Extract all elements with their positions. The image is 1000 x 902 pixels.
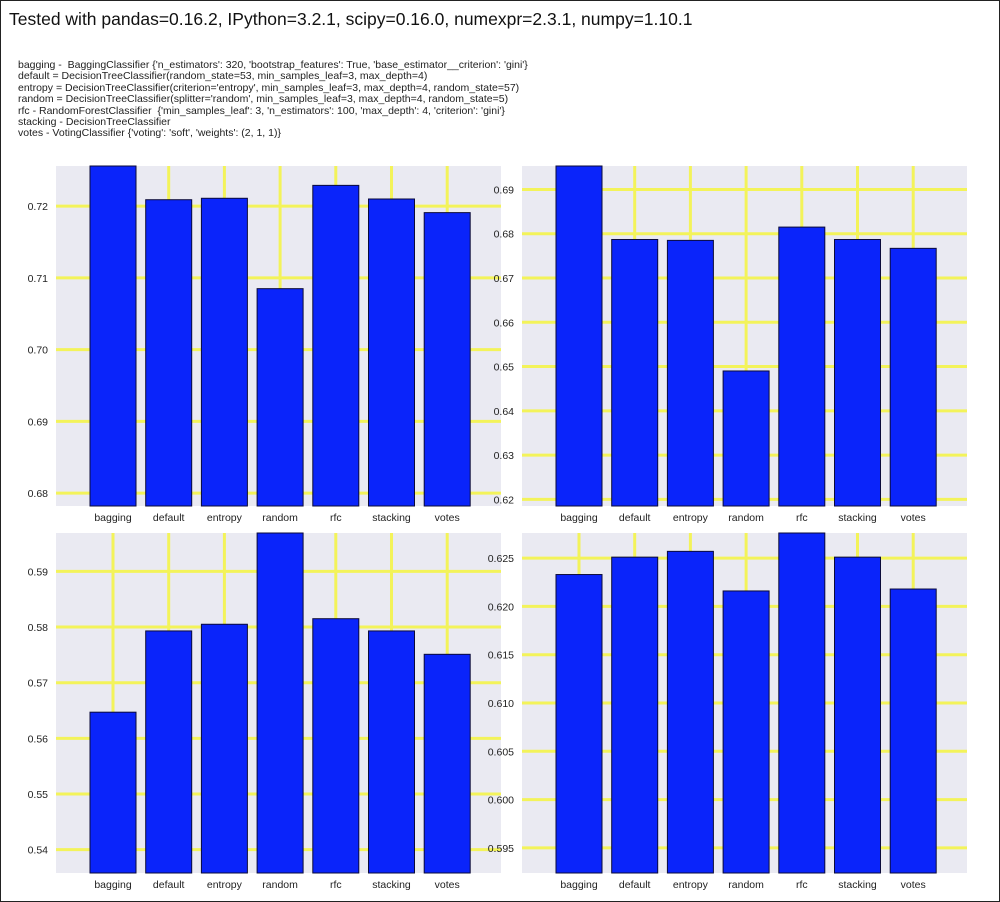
y-tick-label: 0.65 [494,362,515,374]
bar-stacking [834,556,881,874]
y-tick-label: 0.615 [488,650,514,662]
x-tick-label-stacking: stacking [838,879,877,891]
legend-line-random: random = DecisionTreeClassifier(splitter… [18,93,509,106]
page-title: Tested with pandas=0.16.2, IPython=3.2.1… [9,9,693,29]
x-tick-label-rfc: rfc [796,512,808,524]
y-tick-label: 0.625 [488,553,514,565]
bar-random [722,370,770,507]
legend-line-stacking: stacking - DecisionTreeClassifier [18,116,171,129]
x-tick-label-bagging: bagging [94,879,132,891]
x-tick-label-stacking: stacking [372,512,411,524]
y-tick-label: 0.54 [28,845,49,857]
bar-bagging [89,711,137,874]
y-tick-label: 0.620 [488,601,514,613]
y-tick-label: 0.63 [494,450,515,462]
y-tick-label: 0.58 [28,622,49,634]
bar-rfc [778,532,826,874]
legend-line-default: default = DecisionTreeClassifier(random_… [18,70,428,83]
x-tick-label-rfc: rfc [330,512,342,524]
x-tick-label-default: default [619,512,651,524]
x-tick-label-default: default [153,512,185,524]
bar-default [611,556,659,874]
bar-random [256,288,304,507]
chart-panel-3: 0.54 0.55 0.56 0.57 0.58 0.59 bagging default en… [28,532,501,891]
bar-default [611,238,659,507]
y-tick-label: 0.55 [28,789,49,801]
y-tick-label: 0.595 [488,843,514,855]
x-tick-label-votes: votes [435,512,460,524]
y-tick-label: 0.56 [28,733,49,745]
bar-entropy [666,239,714,507]
chart-panel-4: 0.595 0.600 0.605 0.610 0.615 0.620 0.625 baggi… [488,532,967,891]
bar-votes [423,653,471,874]
y-tick-label: 0.72 [28,201,49,213]
x-tick-label-default: default [153,879,185,891]
legend-line-votes: votes - VotingClassifier {'voting': 'sof… [18,127,281,140]
y-tick-label: 0.600 [488,795,514,807]
y-tick-label: 0.64 [494,406,515,418]
x-tick-label-entropy: entropy [673,512,709,524]
bar-rfc [778,226,826,507]
bar-stacking [834,238,881,507]
legend-line-bagging: bagging - BaggingClassifier {'n_estimato… [18,59,528,71]
x-tick-label-entropy: entropy [673,879,709,891]
y-tick-label: 0.62 [494,494,515,506]
y-tick-label: 0.610 [488,698,514,710]
y-tick-label: 0.70 [28,345,49,357]
bar-entropy [200,197,248,507]
classifier-legend: bagging - BaggingClassifier {'n_estimato… [18,59,528,140]
y-tick-label: 0.68 [28,488,49,500]
x-tick-label-rfc: rfc [796,879,808,891]
bar-votes [889,588,937,874]
bar-rfc [312,618,360,874]
bar-bagging [555,165,603,507]
bar-votes [889,247,937,507]
x-tick-label-bagging: bagging [560,512,598,524]
x-tick-label-random: random [728,879,764,891]
bar-entropy [200,623,248,874]
x-tick-label-random: random [728,512,764,524]
legend-line-entropy: entropy = DecisionTreeClassifier(criteri… [18,81,520,94]
bar-default [145,199,193,507]
chart-panel-1: 0.68 0.69 0.70 0.71 0.72 bagging default entrop… [28,165,501,524]
y-tick-label: 0.67 [494,273,515,285]
legend-line-rfc: rfc - RandomForestClassifier {'min_sampl… [18,104,505,117]
y-tick-label: 0.59 [28,566,49,578]
bar-rfc [312,184,360,507]
x-tick-label-stacking: stacking [838,512,877,524]
y-tick-label: 0.66 [494,317,515,329]
bar-bagging [555,574,603,874]
x-tick-label-bagging: bagging [94,512,132,524]
y-tick-label: 0.68 [494,229,515,241]
chart-panel-2: 0.62 0.63 0.64 0.65 0.66 0.67 0.68 0.69 bagging d… [494,165,967,524]
x-tick-label-votes: votes [435,879,460,891]
x-tick-label-bagging: bagging [560,879,598,891]
bar-stacking [368,198,415,507]
bar-votes [423,212,471,507]
x-tick-label-votes: votes [901,879,926,891]
bar-bagging [89,165,137,507]
bar-default [145,630,193,874]
x-tick-label-default: default [619,879,651,891]
x-tick-label-random: random [262,879,298,891]
x-tick-label-random: random [262,512,298,524]
bar-random [722,590,770,874]
y-tick-label: 0.605 [488,746,514,758]
y-tick-label: 0.69 [28,416,49,428]
bar-entropy [666,550,714,874]
x-tick-label-stacking: stacking [372,879,411,891]
bar-stacking [368,630,415,874]
x-tick-label-entropy: entropy [207,879,243,891]
x-tick-label-votes: votes [901,512,926,524]
y-tick-label: 0.57 [28,678,49,690]
x-tick-label-entropy: entropy [207,512,243,524]
x-tick-label-rfc: rfc [330,879,342,891]
y-tick-label: 0.69 [494,184,515,196]
bar-random [256,532,304,874]
y-tick-label: 0.71 [28,273,49,285]
